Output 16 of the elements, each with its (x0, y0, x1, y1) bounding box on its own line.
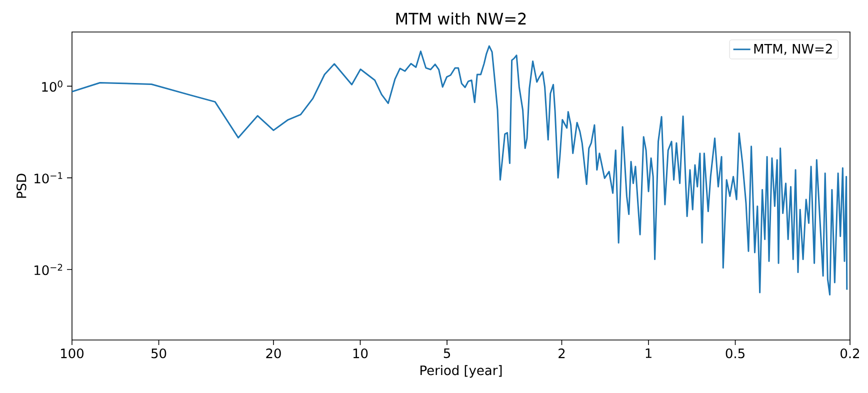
x-tick-label: 2 (558, 348, 565, 358)
y-tick-label: 10$^{−2}$ (34, 264, 62, 276)
chart-title: MTM with NW=2 (396, 12, 526, 24)
x-tick-label: 100 (61, 348, 84, 358)
x-tick-label: 1 (646, 348, 652, 358)
x-tick-label: 50 (152, 348, 166, 358)
x-tick-label: 5 (444, 348, 450, 358)
legend-label: MTM, NW=2 (754, 44, 832, 55)
x-tick-label: 20 (266, 348, 281, 358)
x-axis-title: Period [year] (420, 365, 502, 378)
x-tick-label: 0.2 (840, 348, 859, 358)
y-axis-title: PSD (16, 174, 26, 198)
y-tick-label: 10$^{0}$ (42, 80, 62, 92)
y-tick-label: 10$^{−1}$ (34, 172, 62, 184)
x-tick-label: 0.5 (726, 348, 744, 358)
x-tick-label: 10 (353, 348, 368, 358)
